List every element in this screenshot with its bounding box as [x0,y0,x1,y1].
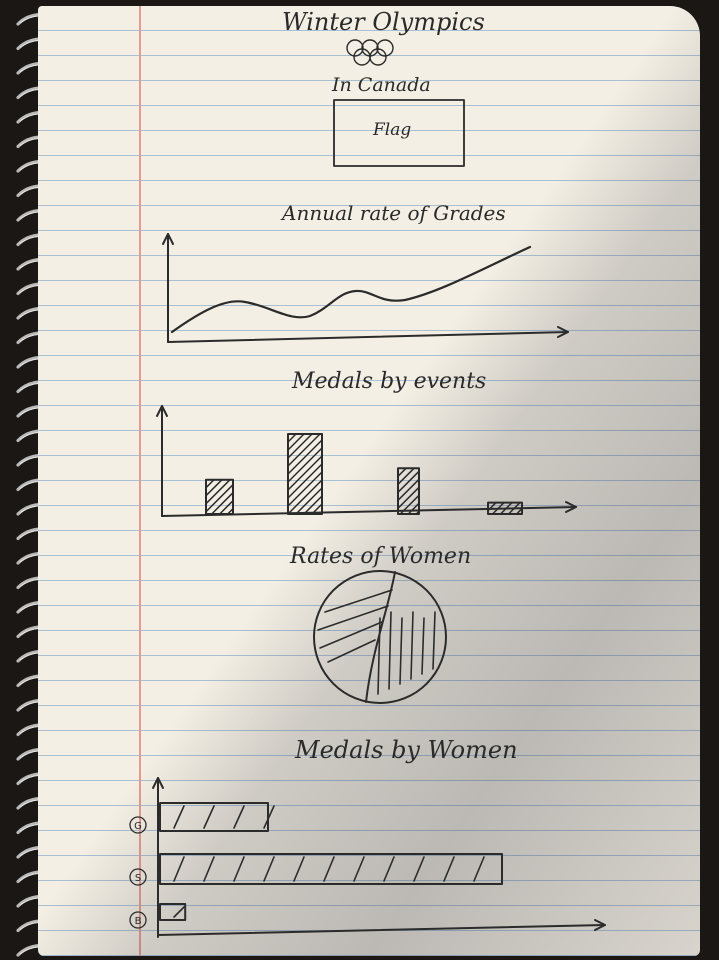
bar-chart-x-arrow [565,501,577,513]
flag-label: Flag [373,120,412,140]
hbar-y-arrow [152,777,164,789]
line-chart-x-axis [167,331,569,343]
margin-line [139,6,141,956]
hbar-b [159,903,187,921]
horizontal-bar-chart: G S B [129,777,606,938]
hbar-label-s: S [129,868,147,886]
line-chart-series [170,245,532,334]
olympic-rings-icon [346,39,394,66]
pie-chart [313,570,447,704]
bar-chart-y-arrow [156,405,168,417]
line-chart [162,233,569,343]
hbar-x-arrow [594,919,606,931]
pie-chart-title: Rates of Women [290,544,472,569]
hbar-g [159,802,275,832]
bar-chart [156,405,577,517]
pie-slice-1 [317,589,393,663]
pie-slice-2 [377,611,436,695]
svg-text:S: S [135,873,141,884]
svg-text:G: G [134,821,142,832]
page-subtitle: In Canada [332,74,431,96]
hbar-label-b: B [129,911,147,929]
hbar-label-g: G [129,816,147,834]
vbar-2 [287,433,323,515]
notebook-page [38,6,700,956]
hbar-chart-title: Medals by Women [295,736,518,764]
line-chart-y-arrow [162,233,174,245]
bar-chart-title: Medals by events [292,369,487,394]
pie-outline [313,570,447,704]
svg-text:B: B [135,916,142,927]
ruled-lines [38,6,700,956]
vbar-1 [205,478,234,516]
vbar-3 [397,467,420,515]
line-chart-title: Annual rate of Grades [282,201,506,225]
hbar-s [159,853,503,885]
flag-box [333,99,465,167]
page-title: Winter Olympics [282,8,485,36]
line-chart-x-arrow [557,326,569,338]
hbar-x-axis [157,924,606,936]
vbar-4 [487,501,523,516]
